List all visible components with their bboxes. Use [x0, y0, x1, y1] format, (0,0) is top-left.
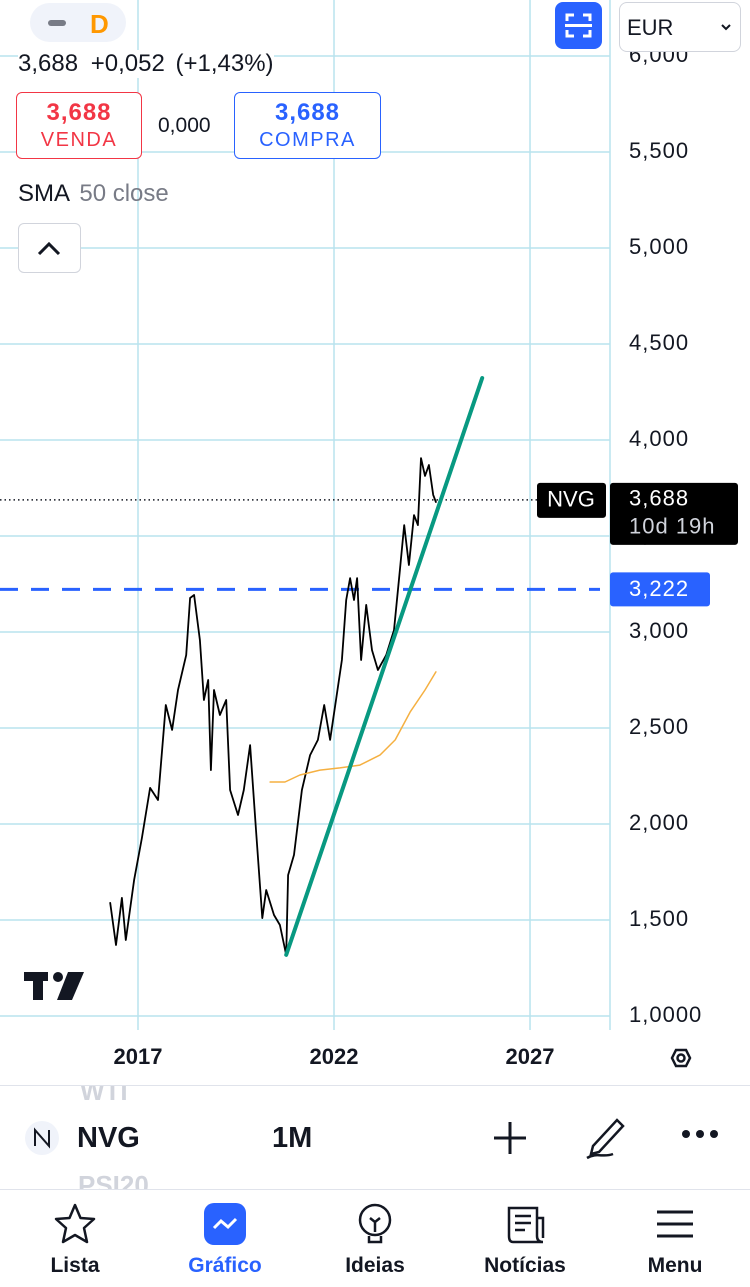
tab-label: Menu: [647, 1254, 703, 1277]
tab-noticias[interactable]: Notícias: [450, 1198, 600, 1287]
ghost-symbol: WTI: [80, 1085, 128, 1106]
y-tick-label: 2,500: [629, 714, 689, 739]
interval-label: D: [90, 9, 109, 39]
more-button[interactable]: [680, 1128, 720, 1140]
tab-ideias[interactable]: Ideias: [300, 1198, 450, 1287]
x-tick-label: 2022: [310, 1044, 359, 1069]
symbol-label: NVG: [547, 487, 595, 512]
x-tick-label: 2027: [506, 1044, 555, 1069]
tab-icon: [54, 1203, 96, 1244]
y-tick-label: 1,0000: [629, 1002, 702, 1027]
tab-icon: [657, 1210, 693, 1238]
drawing-button[interactable]: [583, 1112, 631, 1160]
indicator-name: SMA: [18, 180, 69, 207]
tab-label: Notícias: [484, 1254, 566, 1277]
quote-change-pct: (+1,43%): [175, 50, 274, 77]
add-button[interactable]: [490, 1118, 530, 1158]
fullscreen-button[interactable]: [555, 2, 602, 49]
quote-change: +0,052: [90, 50, 165, 77]
indicator-params: 50 close: [79, 180, 169, 207]
settings-icon[interactable]: [670, 1048, 692, 1068]
y-tick-label: 1,500: [629, 906, 689, 931]
tab-icon: [358, 1203, 392, 1244]
tab-label: Lista: [50, 1254, 100, 1277]
tab-icon: [204, 1203, 246, 1245]
y-tick-label: 4,000: [629, 426, 689, 451]
tab-icon: [507, 1206, 545, 1244]
tab-grafico[interactable]: Gráfico: [150, 1198, 300, 1287]
buy-label: COMPRA: [259, 129, 356, 151]
plot: [0, 376, 600, 957]
dropdown-chevron: [721, 24, 731, 31]
price-label-box: [610, 482, 738, 545]
spread: 0,000: [158, 114, 211, 138]
alert-label-box: [610, 572, 710, 607]
interval-pill[interactable]: D: [30, 3, 126, 42]
symbol-name[interactable]: NVG: [77, 1122, 140, 1154]
symbol-logo: [25, 1121, 59, 1155]
y-tick-label: 3,000: [629, 618, 689, 643]
tradingview-logo: [24, 972, 84, 1000]
series-line: [269, 671, 437, 783]
x-tick-label: 2017: [114, 1044, 163, 1069]
quote-price: 3,688: [18, 50, 79, 77]
collapse-button[interactable]: [18, 223, 81, 273]
price-label: 3,688: [629, 486, 689, 511]
y-tick-label: 5,000: [629, 234, 689, 259]
currency-label: EUR: [627, 15, 674, 40]
alert-label: 3,222: [629, 576, 689, 601]
trend-line: [284, 376, 485, 957]
buy-button[interactable]: 3,688 COMPRA: [234, 92, 381, 159]
axis: 1,00001,5002,0002,5003,0003,5004,0004,50…: [114, 42, 738, 1069]
symbol-label-box: [537, 482, 606, 518]
quote: 3,688 +0,052 (+1,43%): [18, 50, 274, 78]
y-tick-label: 2,000: [629, 810, 689, 835]
interval-button[interactable]: 1M: [272, 1122, 313, 1154]
currency-select[interactable]: EUR: [619, 2, 741, 52]
fullscreen-icon: [565, 13, 592, 38]
sell-price: 3,688: [46, 99, 112, 126]
tab-lista[interactable]: Lista: [0, 1198, 150, 1287]
countdown-label: 10d 19h: [629, 514, 716, 539]
series-line: [109, 457, 437, 956]
y-tick-label: 5,500: [629, 138, 689, 163]
chart: 1,00001,5002,0002,5003,0003,5004,0004,50…: [0, 0, 738, 1069]
toolbar: WTI PSI20 NVG 1M: [0, 1085, 750, 1190]
tab-label: Gráfico: [188, 1254, 262, 1277]
tab-menu[interactable]: Menu: [600, 1198, 750, 1287]
buy-price: 3,688: [274, 99, 341, 126]
sell-label: VENDA: [40, 129, 118, 151]
indicator-legend[interactable]: SMA 50 close: [18, 180, 169, 208]
chevron-up: [37, 241, 61, 256]
tab-label: Ideias: [345, 1254, 405, 1277]
collapse-dash: [48, 20, 66, 26]
ghost-symbol: PSI20: [78, 1170, 149, 1190]
sell-button[interactable]: 3,688 VENDA: [16, 92, 142, 159]
y-tick-label: 4,500: [629, 330, 689, 355]
